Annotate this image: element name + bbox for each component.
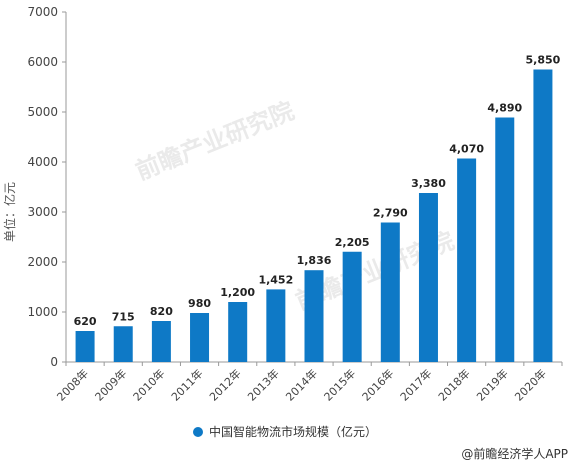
bar: [380, 222, 400, 362]
bar: [495, 117, 515, 362]
data-label: 715: [112, 310, 135, 323]
x-tick-label: 2011年: [168, 366, 205, 403]
watermark-text: 前瞻产业研究院: [132, 97, 298, 186]
x-tick-label: 2013年: [244, 366, 281, 403]
bars: [75, 69, 553, 362]
x-tick-label: 2018年: [435, 366, 472, 403]
x-tick-label: 2009年: [92, 366, 129, 403]
bar: [266, 289, 286, 362]
bar: [457, 158, 477, 362]
bar: [418, 193, 438, 362]
x-tick-label: 2017年: [397, 366, 434, 403]
watermark-layer: 前瞻产业研究院 前瞻产业研究院: [132, 97, 458, 316]
y-axis-title: 单位：亿元: [2, 182, 17, 242]
y-tick-label: 5000: [27, 105, 58, 119]
x-tick-label: 2016年: [359, 366, 396, 403]
legend-label: 中国智能物流市场规模（亿元）: [209, 424, 377, 439]
data-label: 2,790: [373, 207, 408, 220]
x-tick-label: 2020年: [512, 366, 549, 403]
y-tick-label: 7000: [27, 5, 58, 19]
data-label: 3,380: [411, 177, 446, 190]
y-tick-label: 2000: [27, 255, 58, 269]
data-label: 1,200: [220, 286, 255, 299]
bar: [75, 331, 95, 362]
data-label: 980: [188, 297, 211, 310]
bar: [151, 321, 171, 362]
bar: [342, 251, 362, 362]
x-tick-label: 2008年: [54, 366, 91, 403]
y-tick-label: 0: [50, 355, 58, 369]
source-note: @前瞻经济学人APP: [461, 446, 568, 461]
y-tick-label: 1000: [27, 305, 58, 319]
x-tick-label: 2010年: [130, 366, 167, 403]
y-tick-label: 4000: [27, 155, 58, 169]
bar: [113, 326, 133, 362]
x-tick-label: 2014年: [283, 366, 320, 403]
bar: [228, 302, 248, 362]
data-label: 820: [150, 305, 173, 318]
legend: 中国智能物流市场规模（亿元）: [193, 424, 377, 439]
data-label: 4,070: [449, 143, 484, 156]
data-label: 5,850: [526, 54, 561, 67]
y-tick-label: 6000: [27, 55, 58, 69]
legend-marker: [193, 427, 203, 437]
x-tick-label: 2019年: [473, 366, 510, 403]
data-label: 2,205: [335, 236, 370, 249]
data-label: 1,836: [297, 254, 332, 267]
data-label: 4,890: [487, 102, 522, 115]
data-label: 620: [74, 315, 97, 328]
y-tick-label: 3000: [27, 205, 58, 219]
bar: [190, 313, 210, 362]
x-tick-label: 2012年: [206, 366, 243, 403]
bar: [533, 69, 553, 362]
data-label: 1,452: [258, 273, 293, 286]
bar: [304, 270, 324, 362]
x-tick-label: 2015年: [321, 366, 358, 403]
